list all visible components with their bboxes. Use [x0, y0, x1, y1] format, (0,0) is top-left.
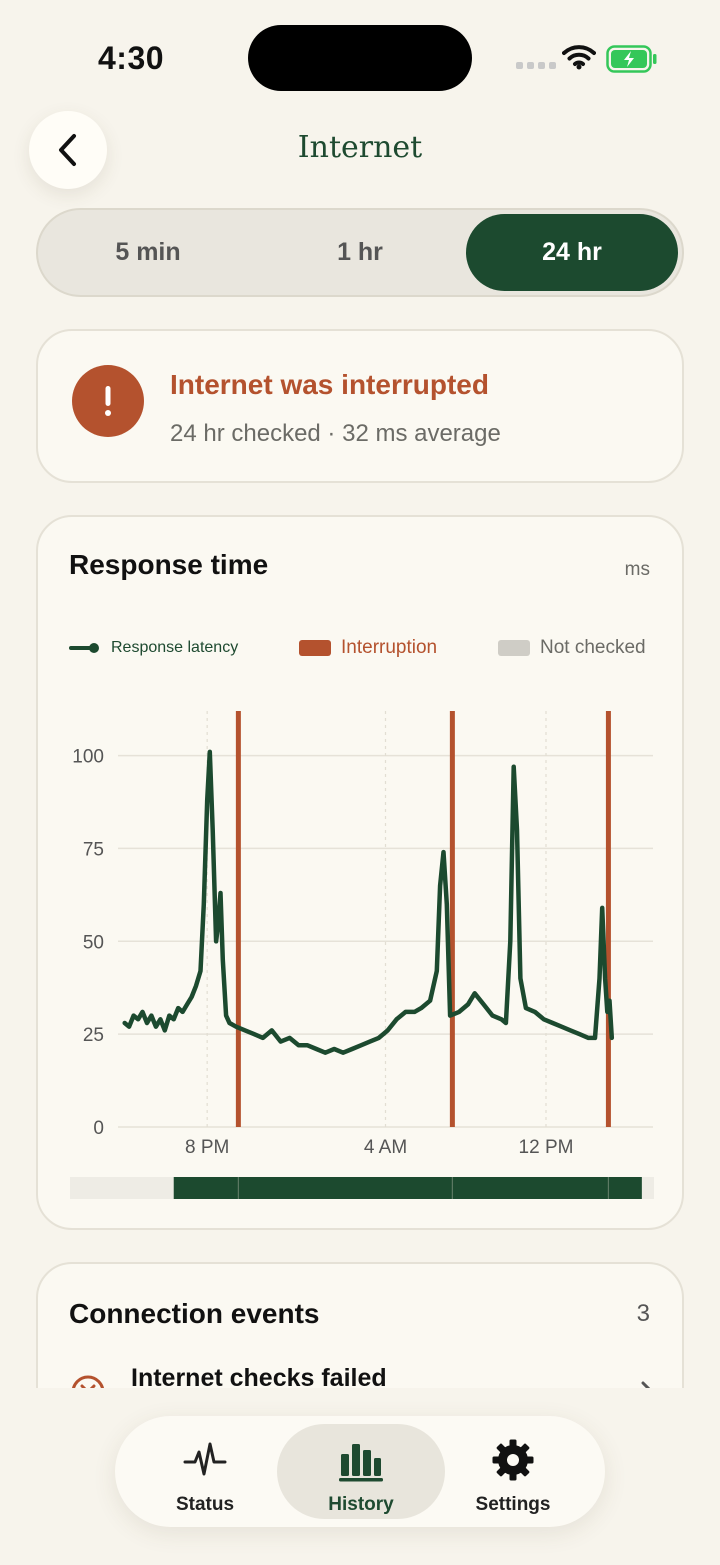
chart-title: Response time: [69, 549, 269, 580]
legend-latency-label: Response latency: [111, 639, 239, 656]
battery-charging-icon: [606, 45, 657, 73]
tab-status-label: Status: [175, 1494, 235, 1515]
dynamic-island: [248, 25, 472, 91]
chart-unit: ms: [624, 559, 650, 580]
tab-history[interactable]: History: [277, 1424, 445, 1519]
x-tick-label: 8 PM: [185, 1137, 229, 1158]
chart-legend: Response latency Interruption Not checke…: [69, 635, 669, 661]
legend-line-swatch: [69, 641, 101, 655]
pulse-icon: [183, 1442, 227, 1476]
legend-latency: Response latency: [69, 635, 238, 661]
x-tick-label: 12 PM: [519, 1137, 574, 1158]
legend-not-checked-label: Not checked: [540, 637, 646, 658]
page-title: Internet: [297, 130, 423, 165]
event-label: Internet checks failed: [131, 1364, 387, 1388]
legend-interruption-swatch: [299, 640, 331, 656]
x-circle-icon: [71, 1375, 105, 1388]
gear-icon: [492, 1439, 534, 1481]
tab-history-label: History: [328, 1494, 394, 1515]
range-option-1hr[interactable]: 1 hr: [337, 238, 383, 266]
tab-bar: Status History Settings: [115, 1416, 605, 1527]
connection-events-card: Connection events 3 Internet checks fail…: [36, 1262, 684, 1388]
legend-interruption: Interruption: [299, 635, 437, 661]
latency-series-line: [122, 749, 615, 1055]
chevron-left-icon: [59, 134, 76, 166]
alert-subtitle: 24 hr checked · 32 ms average: [170, 420, 501, 447]
event-row[interactable]: Internet checks failed: [38, 1360, 682, 1388]
bar-chart-icon: [339, 1444, 383, 1482]
interruption-alert-card: Internet was interrupted 24 hr checked ·…: [36, 329, 684, 483]
y-tick-label: 25: [83, 1025, 104, 1046]
y-tick-label: 100: [72, 747, 104, 768]
wifi-icon: [562, 45, 596, 70]
tab-settings[interactable]: Settings: [431, 1424, 595, 1519]
alert-title: Internet was interrupted: [170, 369, 489, 400]
events-title: Connection events: [69, 1298, 320, 1329]
status-time: 4:30: [98, 40, 165, 76]
y-tick-label: 50: [83, 932, 104, 953]
events-clip: Connection events 3 Internet checks fail…: [36, 1262, 684, 1388]
back-button[interactable]: [29, 111, 107, 189]
x-tick-label: 4 AM: [364, 1137, 407, 1158]
y-tick-label: 75: [83, 839, 104, 860]
legend-not-checked-swatch: [498, 640, 530, 656]
exclamation-icon: [72, 365, 144, 437]
tab-settings-label: Settings: [475, 1494, 551, 1515]
range-option-5min[interactable]: 5 min: [115, 238, 181, 266]
chevron-right-icon: [641, 1381, 651, 1388]
y-tick-label: 0: [93, 1118, 104, 1139]
response-time-chart[interactable]: 0 25 50 75 100 8 PM 4 AM 12 PM: [38, 517, 682, 1228]
legend-interruption-label: Interruption: [341, 637, 438, 658]
range-option-24hr[interactable]: 24 hr: [466, 214, 678, 291]
status-bar: 4:30: [0, 0, 720, 110]
coverage-checked-segment: [173, 1177, 642, 1199]
legend-not-checked: Not checked: [498, 635, 646, 661]
range-selector: 5 min 1 hr 24 hr: [36, 208, 684, 297]
cellular-signal-icon: [516, 62, 556, 69]
events-count: 3: [636, 1300, 650, 1327]
response-time-card: Response time ms Response latency Interr…: [36, 515, 684, 1230]
tab-status[interactable]: Status: [123, 1424, 287, 1519]
